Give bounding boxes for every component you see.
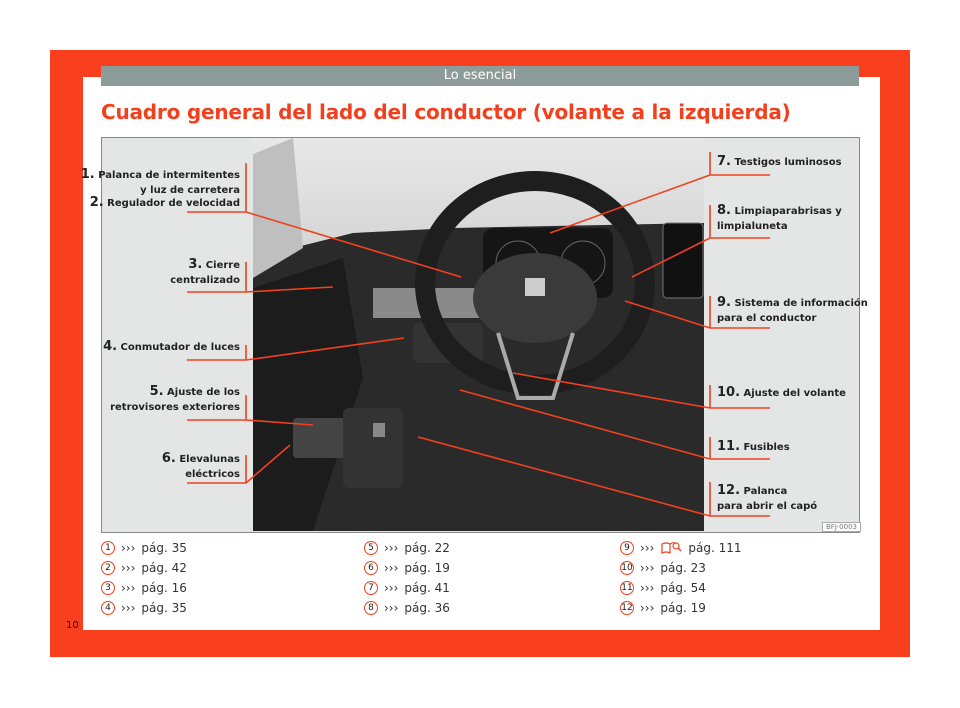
callout-5: 5. Ajuste de los retrovisores exteriores [110,384,240,413]
section-header: Lo esencial [101,66,859,86]
ref-2[interactable]: 2 ››› pág. 42 [101,561,187,575]
callout-1: 1. Palanca de intermitentes y luz de carr… [80,167,240,196]
leader-line-9 [624,296,770,329]
figure-code: BFJ-0003 [822,522,861,532]
callout-9: 9. Sistema de información para el conduct… [717,295,868,324]
callout-3: 3. Cierre centralizado [170,257,240,286]
leader-line-10 [512,372,770,409]
ref-9[interactable]: 9 ››› pág. 111 [620,541,742,555]
book-search-icon [661,542,682,554]
callout-7: 7. Testigos luminosos [717,154,842,169]
leader-line-5 [187,395,314,426]
callout-6: 6. Elevalunas eléctricos [161,451,240,480]
leader-line-1-2 [187,163,462,278]
page-title: Cuadro general del lado del conductor (v… [101,100,791,124]
callout-11: 11. Fusibles [717,439,790,454]
leader-line-6 [187,444,291,484]
leader-line-4 [187,337,405,361]
callout-8: 8. Limpiaparabrisas y limpialuneta [717,203,842,232]
leader-line-3 [187,262,334,293]
callout-10: 10. Ajuste del volante [717,385,846,400]
page-number: 10 [66,620,79,631]
ref-1[interactable]: 1 ››› pág. 35 [101,541,187,555]
ref-4[interactable]: 4 ››› pág. 35 [101,601,187,615]
ref-3[interactable]: 3 ››› pág. 16 [101,581,187,595]
callout-4: 4. Conmutador de luces [103,339,240,354]
ref-11[interactable]: 11 ››› pág. 54 [620,581,706,595]
cockpit-photo [253,138,704,531]
callout-2: 2. Regulador de velocidad [89,195,240,210]
callout-12: 12. Palanca para abrir el capó [717,483,818,512]
leader-line-11 [459,389,770,460]
leader-line-7 [549,152,770,234]
ref-12[interactable]: 12 ››› pág. 19 [620,601,706,615]
leader-line-12 [417,436,770,517]
ref-6[interactable]: 6 ››› pág. 19 [364,561,450,575]
ref-8[interactable]: 8 ››› pág. 36 [364,601,450,615]
ref-7[interactable]: 7 ››› pág. 41 [364,581,450,595]
ref-5[interactable]: 5 ››› pág. 22 [364,541,450,555]
ref-10[interactable]: 10 ››› pág. 23 [620,561,706,575]
leader-line-8 [631,205,770,278]
